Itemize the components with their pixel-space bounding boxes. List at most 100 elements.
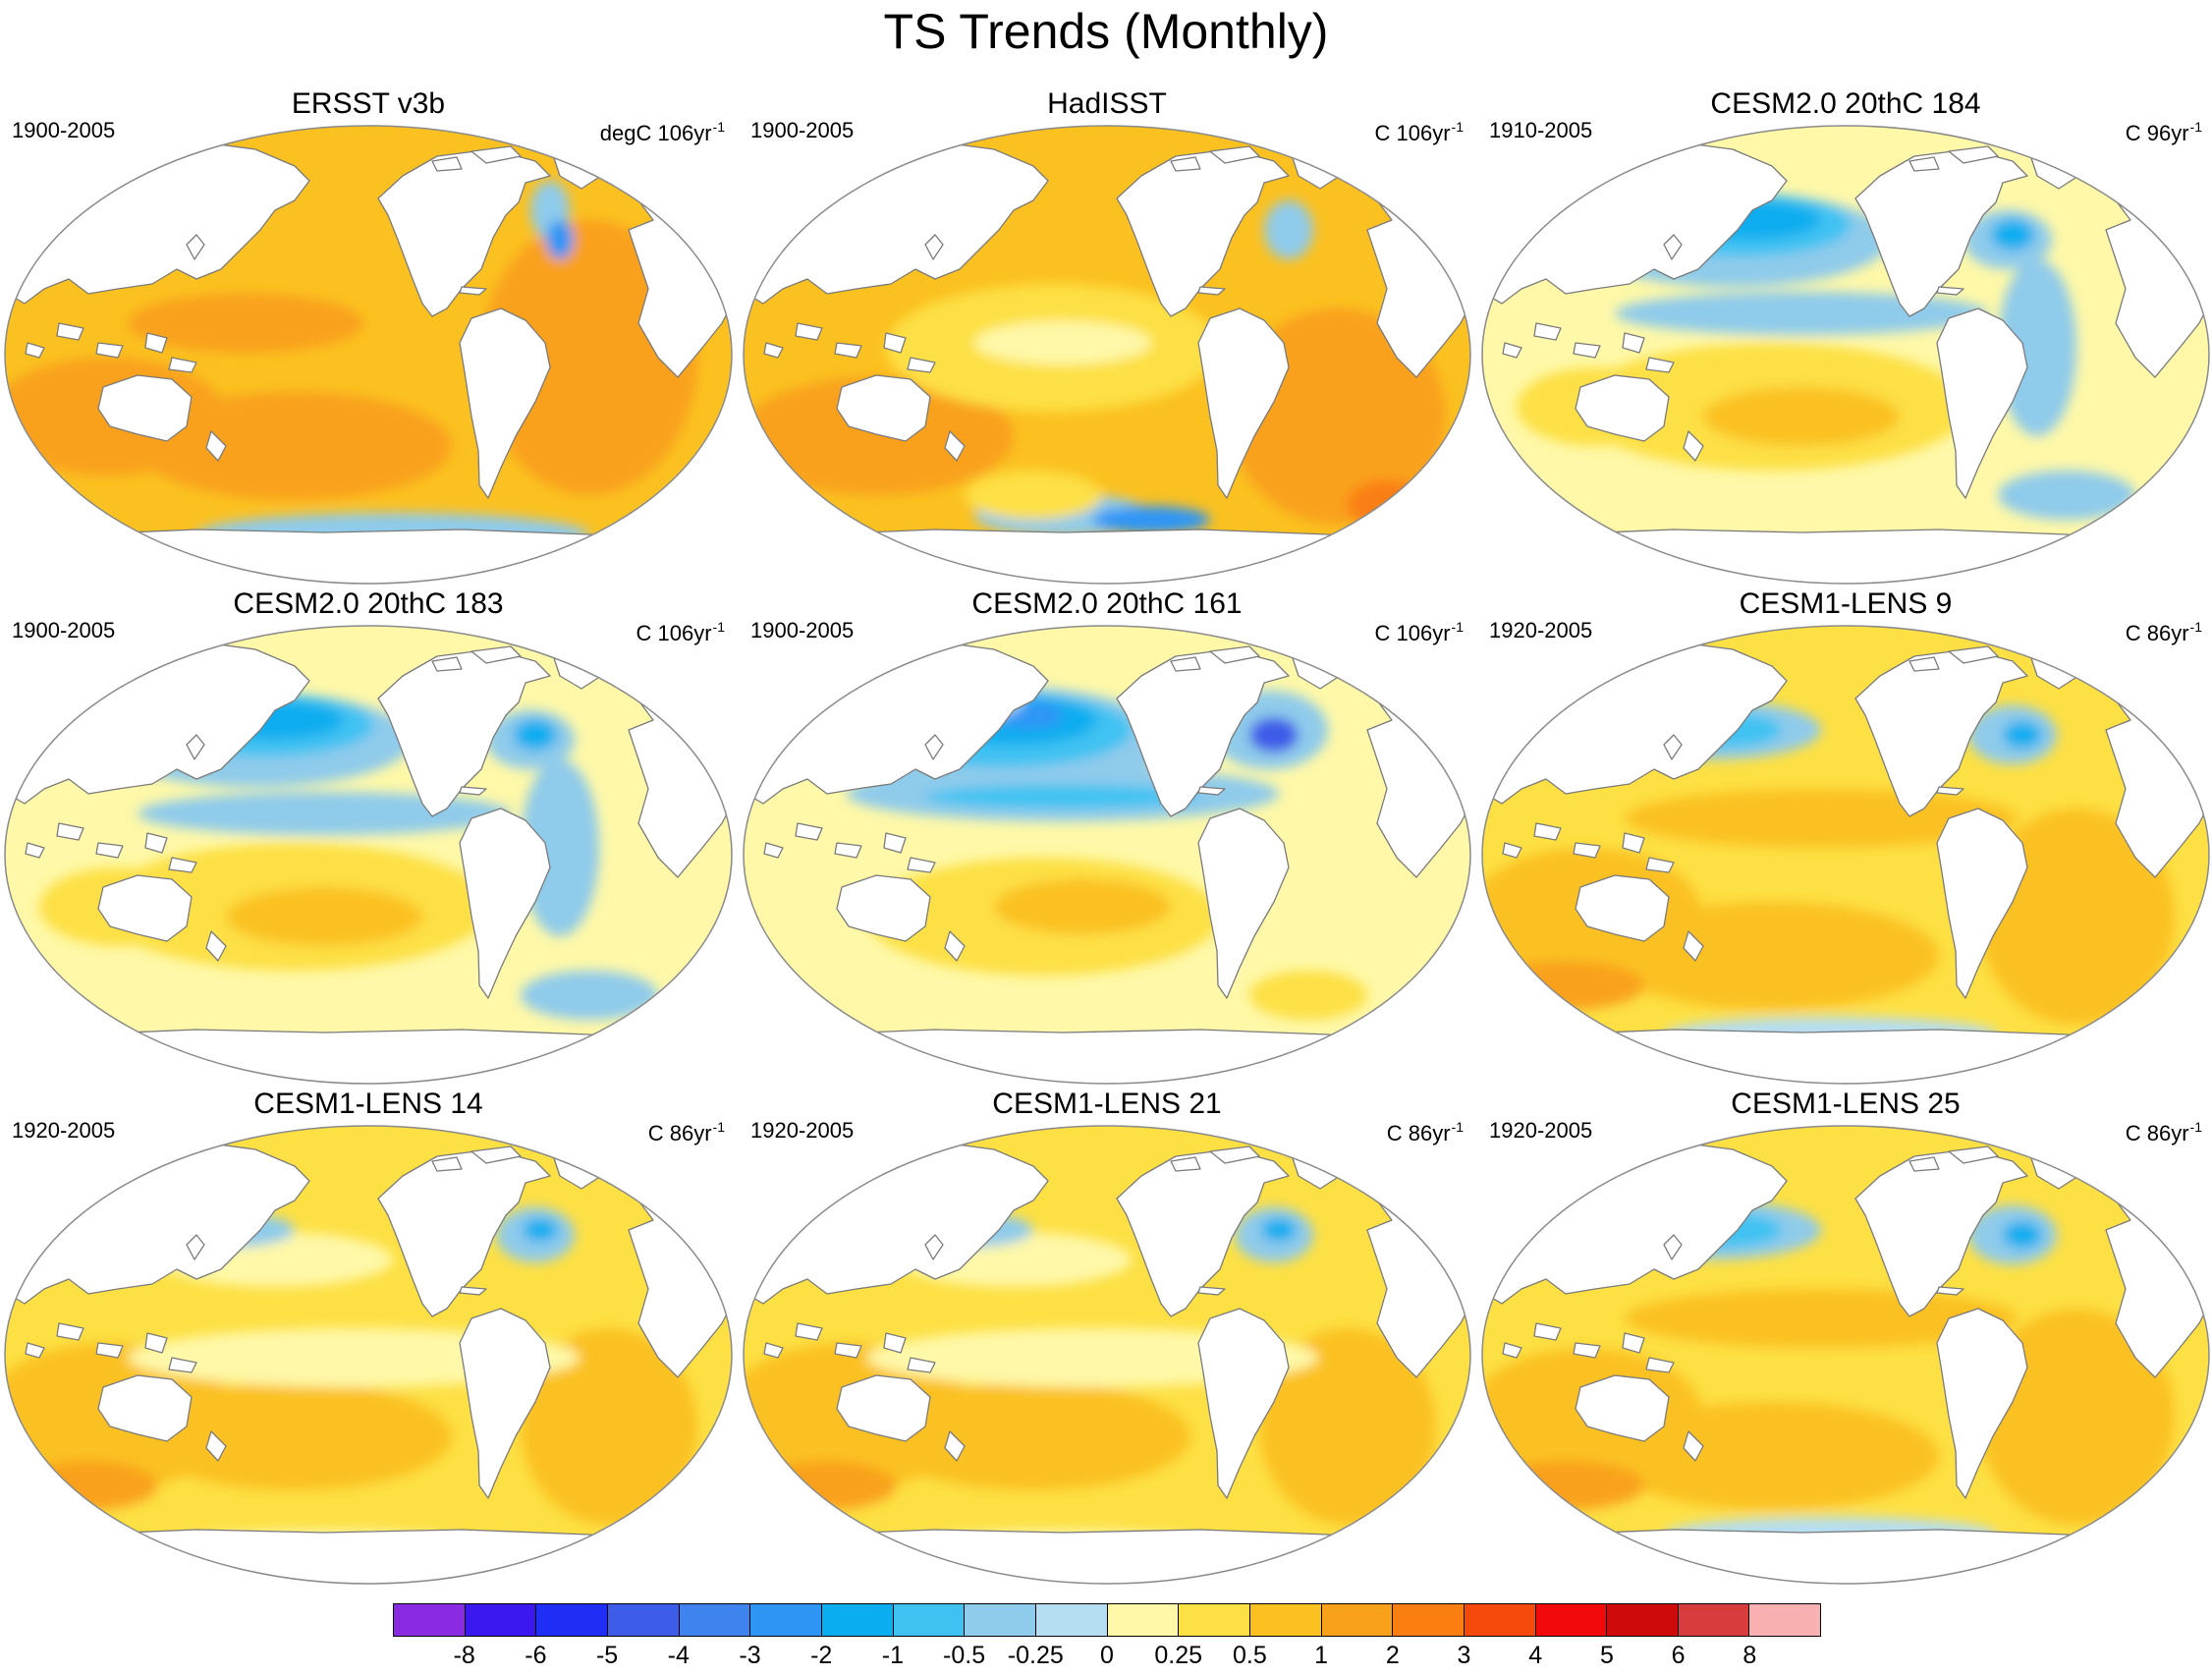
panel-units-text: C 106yr (636, 621, 712, 645)
panel-units: C 86yr-1 (648, 1112, 725, 1148)
landmass (763, 342, 784, 359)
panel-units-text: C 86yr (2125, 1121, 2189, 1145)
landmass (836, 374, 931, 442)
landmass (1908, 656, 1940, 672)
landmass (1533, 322, 1562, 341)
landmass (1854, 148, 2028, 317)
landmass (1197, 1286, 1226, 1296)
trend-region (1978, 1309, 2175, 1525)
panel-units-exponent: -1 (2189, 619, 2202, 635)
landmass (907, 357, 936, 373)
landmass (377, 1148, 551, 1317)
map-border (4, 125, 733, 585)
panel-units-exponent: -1 (1451, 1119, 1464, 1135)
landmass (834, 842, 862, 859)
trend-region (138, 792, 511, 835)
panel-units-exponent: -1 (1451, 119, 1464, 135)
landmass (1573, 1342, 1601, 1359)
landmass (1663, 734, 1683, 760)
trend-region (1991, 219, 2034, 251)
panel-years: 1910-2005 (1489, 118, 1593, 142)
colorbar-tick-label: -6 (525, 1642, 547, 1669)
landmass (459, 307, 551, 499)
trend-region (481, 220, 697, 495)
landmass (1854, 1148, 2028, 1317)
landmass (1948, 145, 1999, 164)
landmass (25, 342, 45, 359)
trend-region (521, 1328, 697, 1525)
map-border (4, 1125, 733, 1585)
landmass (834, 1342, 862, 1359)
trend-region (1259, 1328, 1436, 1525)
landmass (907, 857, 936, 873)
colorbar-tick-label: 0.5 (1233, 1642, 1267, 1669)
trend-region (514, 719, 557, 751)
landmass (763, 1342, 784, 1359)
landmass (944, 930, 966, 962)
landmass (25, 842, 45, 859)
panel-title: CESM1-LENS 21 (992, 1088, 1222, 1120)
panel-units-text: degC 106yr (599, 121, 712, 145)
landmass (907, 1357, 936, 1373)
landmass (1533, 1322, 1562, 1341)
panel-title: CESM1-LENS 14 (253, 1088, 483, 1120)
landmass (1908, 1156, 1940, 1172)
landmass (470, 1145, 522, 1164)
panel-years: 1900-2005 (12, 618, 116, 642)
panel-units-exponent: -1 (712, 1119, 725, 1135)
panel-units-exponent: -1 (712, 619, 725, 635)
trend-region (521, 971, 658, 1020)
landmass (1622, 1332, 1645, 1354)
landmass (883, 832, 907, 854)
landmass (95, 1342, 124, 1359)
landmass (168, 357, 197, 373)
colorbar-tick-label: -1 (881, 1642, 904, 1669)
landmass (1575, 874, 1670, 942)
colorbar-swatch (394, 1604, 466, 1636)
trend-region (974, 321, 1151, 364)
landmass (459, 286, 487, 296)
landmass (1116, 1148, 1290, 1317)
landmass (205, 930, 227, 962)
landmass (883, 1332, 907, 1354)
landmass (459, 786, 487, 796)
landmass (763, 842, 784, 859)
panel-units: C 96yr-1 (2126, 112, 2202, 148)
landmass (431, 1156, 463, 1172)
landmass (1116, 148, 1290, 317)
panel-units-exponent: -1 (712, 119, 725, 135)
map-panel: CESM1-LENS 14 1920-2005 C 86yr-1 (0, 1087, 737, 1588)
trend-region (128, 294, 363, 353)
panel-years: 1920-2005 (750, 1118, 855, 1143)
landmass (1854, 648, 2028, 817)
landmass (97, 374, 193, 442)
landmass (1622, 832, 1645, 854)
panel-units: C 106yr-1 (636, 612, 726, 648)
trend-region (1487, 961, 1644, 1010)
panel-years: 1900-2005 (12, 118, 116, 142)
landmass (168, 1357, 197, 1373)
landmass (1170, 1156, 1201, 1172)
trend-region (226, 887, 422, 946)
map-panel: CESM2.0 20thC 183 1900-2005 C 106yr-1 (0, 587, 737, 1088)
trend-region (925, 785, 1200, 809)
map-panel: CESM2.0 20thC 161 1900-2005 C 106yr-1 (739, 587, 1475, 1088)
landmass (144, 832, 168, 854)
landmass (1502, 342, 1522, 359)
landmass (744, 529, 1470, 584)
colorbar-swatch (821, 1604, 894, 1636)
landmass (1197, 786, 1226, 796)
landmass (5, 529, 732, 584)
panel-title: HadISST (1047, 87, 1167, 120)
colorbar-tick-label: 4 (1528, 1642, 1543, 1669)
map-border (1481, 625, 2210, 1085)
panel-years: 1920-2005 (12, 1118, 116, 1143)
colorbar-tick-label: -5 (595, 1642, 619, 1669)
colorbar-tick-label: -4 (667, 1642, 690, 1669)
colorbar-swatch (679, 1604, 751, 1636)
landmass (1936, 1308, 2028, 1499)
trend-region (1998, 259, 2076, 436)
panel-units: C 86yr-1 (2126, 612, 2202, 648)
landmass (1948, 645, 1999, 664)
map-border (4, 625, 733, 1085)
